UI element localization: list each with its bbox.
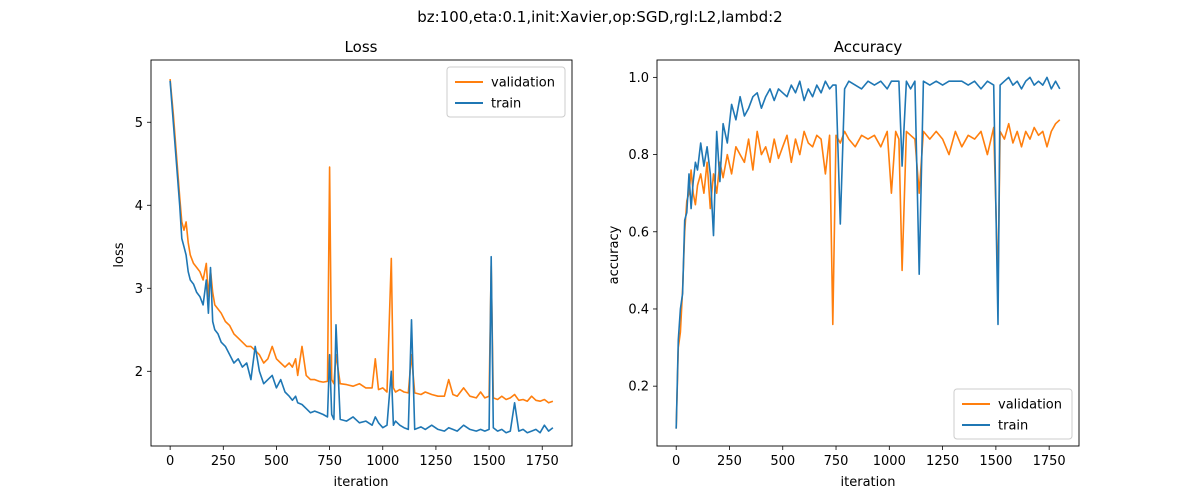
accuracy-x-tick-label: 1250 [926, 454, 959, 469]
accuracy-y-tick-label: 0.8 [628, 148, 649, 163]
accuracy-train-line [675, 76, 1061, 429]
loss-y-axis-label: loss [112, 242, 127, 267]
accuracy-x-tick-label: 250 [717, 454, 742, 469]
accuracy-x-tick-label: 1000 [873, 454, 906, 469]
accuracy-x-tick-label: 1500 [979, 454, 1012, 469]
accuracy-legend: validation train [953, 388, 1073, 440]
accuracy-y-tick-label: 0.6 [628, 225, 649, 240]
accuracy-plot-title: Accuracy [834, 38, 903, 56]
loss-y-tick-label: 4 [135, 199, 143, 214]
loss-x-axis-label: iteration [334, 475, 389, 490]
accuracy-x-tick-label: 750 [824, 454, 849, 469]
loss-x-tick-label: 0 [166, 454, 174, 469]
loss-x-tick-label: 1250 [419, 454, 452, 469]
accuracy-y-axis-label: accuracy [607, 225, 622, 284]
loss-y-tick-label: 2 [135, 365, 143, 380]
accuracy-x-tick-label: 500 [770, 454, 795, 469]
loss-validation-line [169, 79, 554, 404]
accuracy-y-tick-label: 0.2 [628, 380, 649, 395]
loss-x-tick-label: 1750 [526, 454, 559, 469]
loss-plot: Loss iteration loss 0 250 500 750 1000 1250 15… [112, 38, 573, 490]
accuracy-validation-line [675, 119, 1061, 429]
accuracy-plot: Accuracy iteration accuracy 0 250 500 750 10… [607, 38, 1080, 490]
accuracy-y-tick-label: 1.0 [628, 71, 649, 86]
loss-legend: validation train [446, 66, 566, 118]
accuracy-legend-label-train: train [998, 419, 1028, 434]
loss-legend-label-train: train [491, 97, 521, 112]
loss-x-tick-label: 750 [317, 454, 342, 469]
accuracy-y-tick-label: 0.4 [628, 302, 649, 317]
loss-axes-frame [150, 59, 573, 447]
loss-plot-title: Loss [345, 38, 378, 56]
figure-suptitle: bz:100,eta:0.1,init:Xavier,op:SGD,rgl:L2… [417, 8, 782, 26]
loss-x-tick-label: 1500 [473, 454, 506, 469]
accuracy-x-tick-label: 1750 [1033, 454, 1066, 469]
accuracy-x-axis-label: iteration [841, 475, 896, 490]
loss-x-tick-label: 1000 [366, 454, 399, 469]
loss-x-tick-label: 500 [264, 454, 289, 469]
loss-legend-box [446, 66, 566, 118]
loss-y-tick-label: 3 [135, 282, 143, 297]
loss-y-tick-label: 5 [135, 116, 143, 131]
accuracy-legend-box [953, 388, 1073, 440]
accuracy-x-tick-label: 0 [672, 454, 680, 469]
accuracy-legend-label-validation: validation [998, 398, 1062, 413]
loss-legend-label-validation: validation [491, 76, 555, 91]
loss-train-line [169, 80, 554, 434]
loss-x-tick-label: 250 [211, 454, 236, 469]
accuracy-axes-frame [656, 59, 1080, 447]
